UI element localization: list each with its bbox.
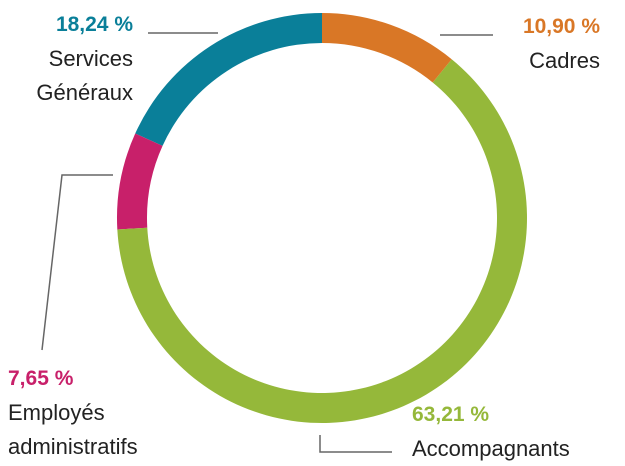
- segment-label: 10,90 % Cadres: [440, 10, 600, 78]
- category-label: Employés administratifs: [8, 400, 138, 459]
- leader-line: [319, 435, 392, 453]
- leader-lines: [41, 32, 493, 453]
- percent-label: 18,24 %: [55, 13, 133, 36]
- segment-label: 7,65 % Employés administratifs: [8, 362, 208, 464]
- percent-label: 10,90 %: [522, 15, 600, 38]
- leader-line: [41, 174, 113, 351]
- percent-label: 7,65 %: [8, 367, 74, 390]
- donut-segment: [117, 133, 163, 230]
- segment-label: 63,21 % Accompagnants: [412, 398, 622, 466]
- category-label: Services Généraux: [36, 46, 133, 105]
- donut-segment: [322, 13, 452, 83]
- category-label: Accompagnants: [412, 436, 570, 461]
- segment-label: 18,24 % Services Généraux: [0, 8, 133, 110]
- donut-segment: [117, 59, 528, 423]
- category-label: Cadres: [529, 48, 600, 73]
- donut-segment: [135, 13, 322, 146]
- percent-label: 63,21 %: [412, 403, 490, 426]
